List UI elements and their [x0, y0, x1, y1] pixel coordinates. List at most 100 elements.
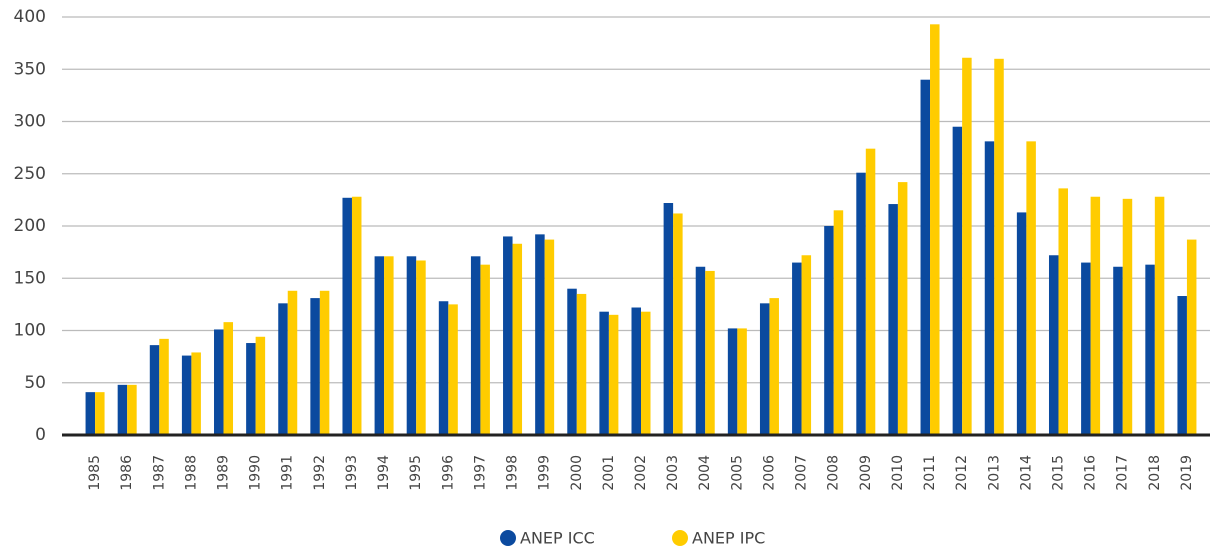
y-tick-label: 200: [14, 216, 46, 236]
x-tick-label: 2007: [794, 455, 810, 491]
x-tick-label: 1999: [537, 455, 553, 491]
x-tick-label: 2019: [1179, 455, 1195, 491]
x-tick-label: 1991: [280, 455, 296, 491]
x-tick-label: 1995: [408, 455, 424, 491]
bar: [1048, 255, 1059, 435]
y-tick-label: 50: [24, 373, 46, 393]
x-tick-label: 1998: [505, 455, 521, 491]
bar: [962, 57, 972, 435]
bar: [833, 210, 844, 435]
bar: [117, 384, 128, 435]
x-tick-label: 2010: [890, 455, 906, 491]
bar: [984, 141, 995, 436]
bar: [792, 262, 802, 435]
bar: [1186, 239, 1197, 435]
bar: [705, 270, 715, 435]
bar: [641, 311, 651, 435]
y-tick-label: 350: [14, 59, 46, 79]
bar: [865, 148, 876, 436]
bar: [255, 336, 266, 435]
bar: [278, 303, 288, 435]
x-tick-label: 1989: [216, 455, 232, 491]
bar: [1113, 266, 1123, 435]
bar: [930, 24, 940, 435]
x-tick-label: 2003: [665, 455, 681, 491]
bar: [1122, 198, 1133, 435]
x-tick-label: 1990: [248, 455, 264, 491]
bar: [1145, 264, 1155, 435]
x-tick-label: 1985: [87, 455, 103, 491]
x-tick-label: 2011: [922, 455, 938, 491]
bar: [631, 307, 641, 435]
x-tick-label: 1996: [440, 455, 456, 491]
bar: [159, 338, 169, 435]
legend-label: ANEP ICC: [520, 529, 595, 548]
x-tick-label: 1993: [344, 455, 360, 491]
legend-label: ANEP IPC: [692, 529, 765, 548]
bar: [737, 328, 747, 435]
bar: [920, 79, 931, 435]
bar: [1058, 188, 1068, 435]
bar: [599, 311, 609, 435]
x-tick-label: 1986: [119, 455, 135, 491]
x-tick-label: 2014: [1018, 455, 1034, 491]
bar: [503, 236, 513, 435]
bar: [85, 392, 96, 435]
bar: [1177, 296, 1187, 435]
bar: [384, 256, 394, 435]
bar: [374, 256, 385, 435]
x-tick-label: 2000: [569, 455, 585, 491]
bar: [535, 234, 545, 435]
bar: [801, 255, 812, 435]
x-tick-label: 2016: [1083, 455, 1099, 491]
bar: [406, 256, 417, 435]
x-tick-label: 2006: [761, 455, 777, 491]
y-tick-label: 250: [14, 164, 46, 184]
bar: [246, 343, 256, 435]
bar: [663, 203, 674, 435]
x-tick-label: 2005: [729, 455, 745, 491]
x-tick-label: 1987: [151, 455, 167, 491]
x-tick-label: 2012: [954, 455, 970, 491]
bar: [769, 298, 779, 435]
x-tick-label: 1997: [472, 455, 488, 491]
legend-marker: [500, 530, 516, 546]
x-tick-label: 1988: [183, 455, 199, 491]
y-tick-label: 150: [14, 268, 46, 288]
bar: [319, 290, 330, 435]
bar: [351, 196, 362, 435]
x-tick-label: 2001: [601, 455, 617, 491]
x-tick-label: 2017: [1115, 455, 1131, 491]
bar: [759, 303, 770, 435]
x-tick-label: 2009: [858, 455, 874, 491]
x-tick-label: 2002: [633, 455, 649, 491]
y-tick-label: 300: [14, 112, 46, 132]
bar: [448, 304, 458, 435]
bar: [470, 256, 481, 435]
bar: [214, 329, 224, 435]
y-tick-label: 100: [14, 321, 46, 341]
x-tick-label: 1992: [312, 455, 328, 491]
bar: [897, 182, 908, 435]
bar: [310, 298, 320, 435]
bar: [95, 392, 105, 435]
bar: [416, 260, 426, 435]
bar: [181, 355, 192, 435]
bar: [727, 328, 738, 435]
x-tick-label: 2004: [697, 455, 713, 491]
x-tick-label: 2013: [986, 455, 1002, 491]
bar: [438, 301, 449, 435]
bar: [480, 264, 490, 435]
bar: [952, 126, 963, 435]
bar: [567, 288, 577, 435]
x-tick-label: 2008: [826, 455, 842, 491]
bar: [544, 239, 555, 435]
bar: [608, 314, 619, 435]
bar: [856, 172, 866, 435]
x-tick-label: 2015: [1050, 455, 1066, 491]
x-tick-label: 2018: [1147, 455, 1163, 491]
bar: [191, 352, 201, 435]
bar: [994, 58, 1004, 436]
bar: [342, 197, 352, 435]
